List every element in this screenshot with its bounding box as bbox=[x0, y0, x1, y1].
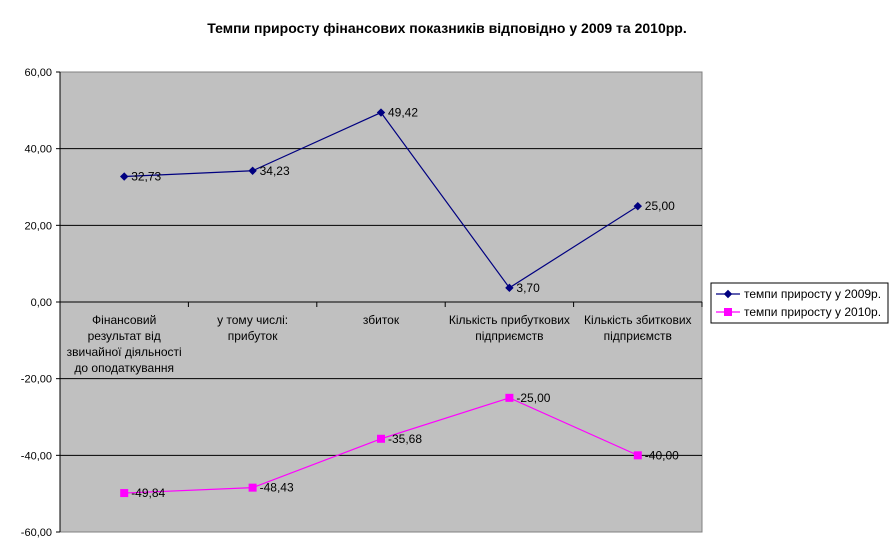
category-label: збиток bbox=[363, 313, 400, 327]
marker-square bbox=[120, 489, 129, 498]
marker-diamond bbox=[248, 166, 257, 175]
marker-square bbox=[377, 434, 385, 443]
category-label-line: підприємств bbox=[475, 329, 543, 343]
category-label-line: звичайної діяльності bbox=[67, 345, 182, 359]
series-2: -49,84 -48,43 -35,68 -25,00 -40,00 bbox=[120, 391, 679, 500]
legend-box bbox=[710, 282, 889, 324]
x-axis: Фінансовий результат від звичайної діяльно… bbox=[59, 301, 703, 375]
data-label: 49,42 bbox=[388, 106, 418, 120]
data-label: -48,43 bbox=[260, 481, 294, 495]
category-label-line: підприємств bbox=[604, 329, 672, 343]
category-label-line: до оподаткування bbox=[74, 361, 174, 375]
legend-entry: темпи приросту у 2010р. bbox=[744, 305, 881, 319]
marker-diamond bbox=[633, 201, 643, 211]
y-tick-label: -60,00 bbox=[21, 527, 52, 539]
series-group: 32,73 34,23 49,42 3,70 25,00 -49,84 -48,43 -35,… bbox=[119, 106, 679, 500]
data-label: 3,70 bbox=[516, 281, 540, 295]
category-label-line: збиток bbox=[363, 313, 400, 327]
category-label-line: у тому числі: bbox=[217, 313, 288, 327]
category-label: Фінансовий результат від звичайної діяльно… bbox=[67, 313, 182, 375]
category-label: у тому числі: прибуток bbox=[217, 313, 288, 343]
category-label: Кількість прибуткових підприємств bbox=[449, 313, 570, 343]
y-tick-label: -20,00 bbox=[21, 374, 52, 386]
series-1: 32,73 34,23 49,42 3,70 25,00 bbox=[119, 106, 675, 295]
data-label: 34,23 bbox=[260, 164, 290, 178]
category-label-line: Кількість прибуткових bbox=[449, 313, 570, 327]
y-tick-label: 60,00 bbox=[24, 67, 52, 79]
data-label: 32,73 bbox=[131, 170, 161, 184]
data-label: -35,68 bbox=[388, 432, 422, 446]
marker-diamond bbox=[723, 289, 733, 299]
data-label: -49,84 bbox=[131, 486, 165, 500]
y-axis: 60,00 40,00 20,00 0,00 -20,00 -40,00 -60,00 bbox=[21, 67, 61, 539]
marker-square bbox=[248, 483, 257, 492]
chart-title: Темпи приросту фінансових показників від… bbox=[207, 20, 686, 36]
data-label: 25,00 bbox=[645, 199, 675, 213]
marker-diamond bbox=[505, 283, 514, 293]
category-label-line: Кількість збиткових bbox=[584, 313, 691, 327]
y-tick-label: 40,00 bbox=[24, 144, 52, 156]
data-label: -25,00 bbox=[516, 391, 550, 405]
data-label: -40,00 bbox=[645, 448, 679, 462]
category-label-line: Фінансовий bbox=[92, 313, 156, 327]
marker-square bbox=[724, 308, 732, 316]
marker-diamond bbox=[376, 108, 386, 117]
marker-square bbox=[633, 451, 642, 460]
y-tick-label: -40,00 bbox=[21, 450, 52, 462]
legend-entry: темпи приросту у 2009р. bbox=[744, 287, 881, 301]
legend: темпи приросту у 2009р. темпи приросту у … bbox=[710, 282, 889, 324]
y-tick-label: 20,00 bbox=[24, 220, 52, 232]
marker-diamond bbox=[119, 172, 129, 181]
marker-square bbox=[505, 393, 514, 402]
category-label-line: результат від bbox=[88, 329, 161, 343]
category-label-line: прибуток bbox=[228, 329, 279, 343]
category-label: Кількість збиткових підприємств bbox=[584, 313, 691, 343]
y-tick-label: 0,00 bbox=[31, 297, 52, 309]
